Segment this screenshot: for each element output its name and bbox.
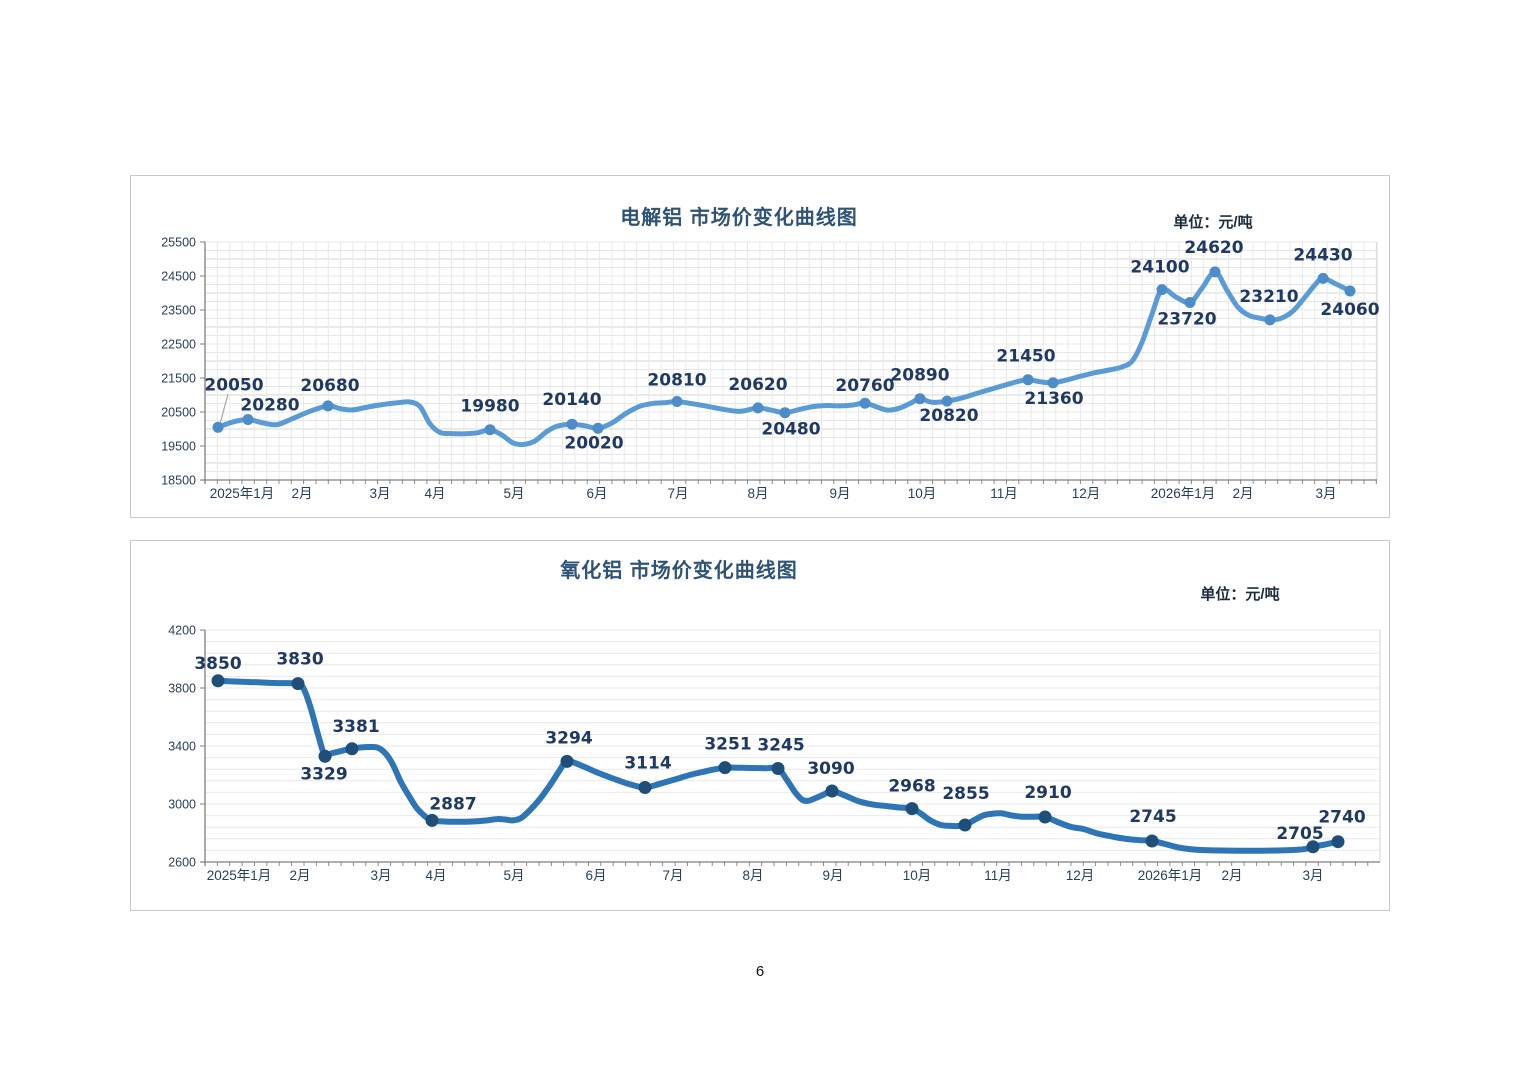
page-number: 6: [755, 963, 765, 980]
unit-label: 单位：元/吨: [1200, 586, 1280, 603]
alumina-chart-panel: 氧化铝 市场价变化曲线图 单位：元/吨: [130, 540, 1390, 911]
chart-title: 氧化铝 市场价变化曲线图: [560, 560, 798, 582]
electrolytic-aluminum-chart-panel: 电解铝 市场价变化曲线图 单位：元/吨: [130, 175, 1390, 518]
chart-title: 电解铝 市场价变化曲线图: [620, 207, 858, 229]
unit-label: 单位：元/吨: [1173, 214, 1253, 231]
